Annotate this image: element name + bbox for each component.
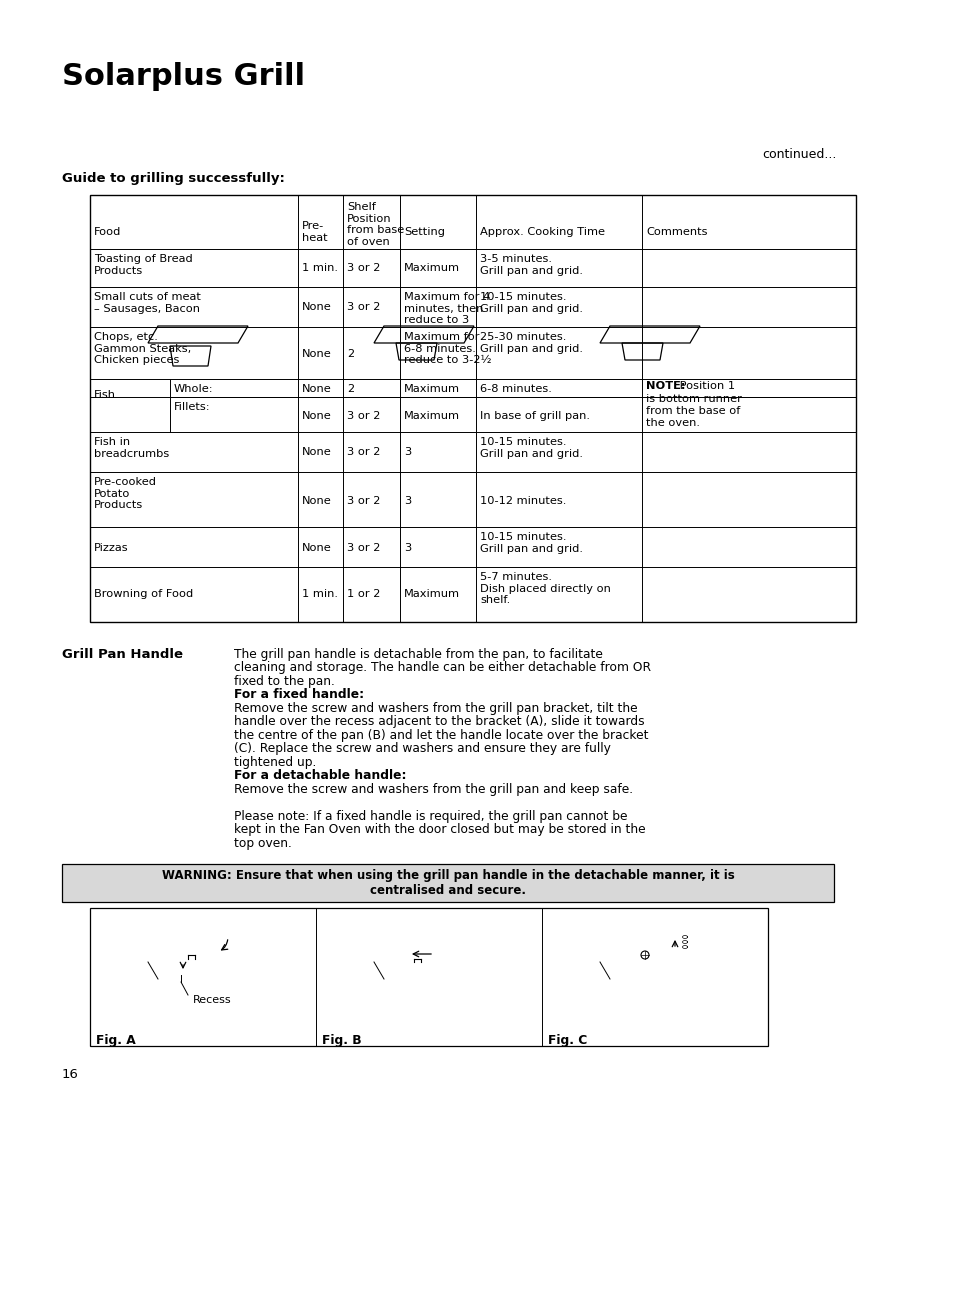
Text: 3 or 2: 3 or 2 — [347, 264, 380, 273]
Text: Maximum for 4
minutes, then
reduce to 3: Maximum for 4 minutes, then reduce to 3 — [403, 292, 490, 325]
Text: 10-15 minutes.
Grill pan and grid.: 10-15 minutes. Grill pan and grid. — [479, 532, 582, 553]
Text: 1 or 2: 1 or 2 — [347, 589, 380, 599]
Text: Solarplus Grill: Solarplus Grill — [62, 63, 305, 91]
Text: 3 or 2: 3 or 2 — [347, 496, 380, 506]
Text: Please note: If a fixed handle is required, the grill pan cannot be: Please note: If a fixed handle is requir… — [233, 810, 627, 823]
Text: 3: 3 — [403, 543, 411, 553]
Text: Approx. Cooking Time: Approx. Cooking Time — [479, 227, 604, 238]
Text: 3 or 2: 3 or 2 — [347, 411, 380, 422]
Text: None: None — [302, 448, 332, 457]
Text: None: None — [302, 411, 332, 422]
Text: cleaning and storage. The handle can be either detachable from OR: cleaning and storage. The handle can be … — [233, 662, 650, 675]
Text: 10-12 minutes.: 10-12 minutes. — [479, 496, 566, 506]
Text: Grill Pan Handle: Grill Pan Handle — [62, 649, 183, 662]
Text: 3 or 2: 3 or 2 — [347, 543, 380, 553]
Text: Fish: Fish — [94, 390, 116, 401]
Text: 2: 2 — [347, 348, 354, 359]
Text: 5-7 minutes.
Dish placed directly on
shelf.: 5-7 minutes. Dish placed directly on she… — [479, 572, 610, 606]
Text: 3-5 minutes.
Grill pan and grid.: 3-5 minutes. Grill pan and grid. — [479, 254, 582, 275]
Text: 1 min.: 1 min. — [302, 264, 337, 273]
Text: Small cuts of meat
– Sausages, Bacon: Small cuts of meat – Sausages, Bacon — [94, 292, 201, 313]
Text: Fig. A: Fig. A — [96, 1034, 135, 1047]
Text: Pre-
heat: Pre- heat — [302, 221, 327, 243]
Text: Fig. B: Fig. B — [322, 1034, 361, 1047]
Text: Maximum: Maximum — [403, 384, 459, 394]
Text: 6-8 minutes.: 6-8 minutes. — [479, 384, 551, 394]
Text: top oven.: top oven. — [233, 837, 292, 850]
Text: Browning of Food: Browning of Food — [94, 589, 193, 599]
Text: the centre of the pan (B) and let the handle locate over the bracket: the centre of the pan (B) and let the ha… — [233, 729, 648, 743]
Text: 16: 16 — [62, 1067, 79, 1081]
Text: tightened up.: tightened up. — [233, 756, 316, 769]
Text: Pizzas: Pizzas — [94, 543, 129, 553]
Text: Maximum for
6-8 minutes.
reduce to 3-2½: Maximum for 6-8 minutes. reduce to 3-2½ — [403, 331, 491, 365]
Text: The grill pan handle is detachable from the pan, to facilitate: The grill pan handle is detachable from … — [233, 649, 602, 662]
Text: 3 or 2: 3 or 2 — [347, 448, 380, 457]
Text: Fish in
breadcrumbs: Fish in breadcrumbs — [94, 437, 169, 458]
Text: Fig. C: Fig. C — [547, 1034, 587, 1047]
Text: Guide to grilling successfully:: Guide to grilling successfully: — [62, 172, 285, 185]
Text: For a fixed handle:: For a fixed handle: — [233, 689, 364, 702]
Text: Recess: Recess — [193, 994, 232, 1005]
Text: Fillets:: Fillets: — [173, 402, 211, 412]
Text: kept in the Fan Oven with the door closed but may be stored in the: kept in the Fan Oven with the door close… — [233, 823, 645, 837]
Text: None: None — [302, 496, 332, 506]
Text: Maximum: Maximum — [403, 264, 459, 273]
Bar — [62, 864, 833, 902]
Text: NOTE:: NOTE: — [645, 381, 685, 392]
Text: For a detachable handle:: For a detachable handle: — [233, 770, 406, 783]
Text: Pre-cooked
Potato
Products: Pre-cooked Potato Products — [94, 478, 157, 510]
Text: Comments: Comments — [645, 227, 707, 238]
Text: (C). Replace the screw and washers and ensure they are fully: (C). Replace the screw and washers and e… — [233, 743, 610, 756]
Text: None: None — [302, 348, 332, 359]
Text: 2: 2 — [347, 384, 354, 394]
Text: 10-15 minutes.
Grill pan and grid.: 10-15 minutes. Grill pan and grid. — [479, 292, 582, 313]
Text: 25-30 minutes.
Grill pan and grid.: 25-30 minutes. Grill pan and grid. — [479, 331, 582, 354]
Text: WARNING: Ensure that when using the grill pan handle in the detachable manner, i: WARNING: Ensure that when using the gril… — [161, 869, 734, 897]
Text: None: None — [302, 301, 332, 312]
Text: Toasting of Bread
Products: Toasting of Bread Products — [94, 254, 193, 275]
Text: None: None — [302, 543, 332, 553]
Text: handle over the recess adjacent to the bracket (A), slide it towards: handle over the recess adjacent to the b… — [233, 715, 644, 728]
Text: 1 min.: 1 min. — [302, 589, 337, 599]
Text: 3: 3 — [403, 496, 411, 506]
Text: 10-15 minutes.
Grill pan and grid.: 10-15 minutes. Grill pan and grid. — [479, 437, 582, 458]
Text: None: None — [302, 384, 332, 394]
Text: Shelf
Position
from base
of oven: Shelf Position from base of oven — [347, 202, 404, 247]
Text: Position 1: Position 1 — [676, 381, 735, 392]
Text: is bottom runner: is bottom runner — [645, 394, 741, 405]
Text: 3: 3 — [403, 448, 411, 457]
Text: Setting: Setting — [403, 227, 444, 238]
Text: Chops, etc.
Gammon Steaks,
Chicken pieces: Chops, etc. Gammon Steaks, Chicken piece… — [94, 331, 191, 365]
Text: fixed to the pan.: fixed to the pan. — [233, 675, 335, 688]
Text: 3 or 2: 3 or 2 — [347, 301, 380, 312]
Text: Food: Food — [94, 227, 121, 238]
Text: Remove the screw and washers from the grill pan bracket, tilt the: Remove the screw and washers from the gr… — [233, 702, 637, 715]
Text: Maximum: Maximum — [403, 589, 459, 599]
Text: from the base of: from the base of — [645, 406, 740, 416]
Bar — [90, 908, 767, 1047]
Bar — [90, 194, 855, 622]
Text: the oven.: the oven. — [645, 418, 700, 428]
Text: Whole:: Whole: — [173, 384, 213, 394]
Text: Maximum: Maximum — [403, 411, 459, 422]
Text: In base of grill pan.: In base of grill pan. — [479, 411, 589, 422]
Text: continued...: continued... — [761, 147, 836, 161]
Text: Remove the screw and washers from the grill pan and keep safe.: Remove the screw and washers from the gr… — [233, 783, 633, 796]
